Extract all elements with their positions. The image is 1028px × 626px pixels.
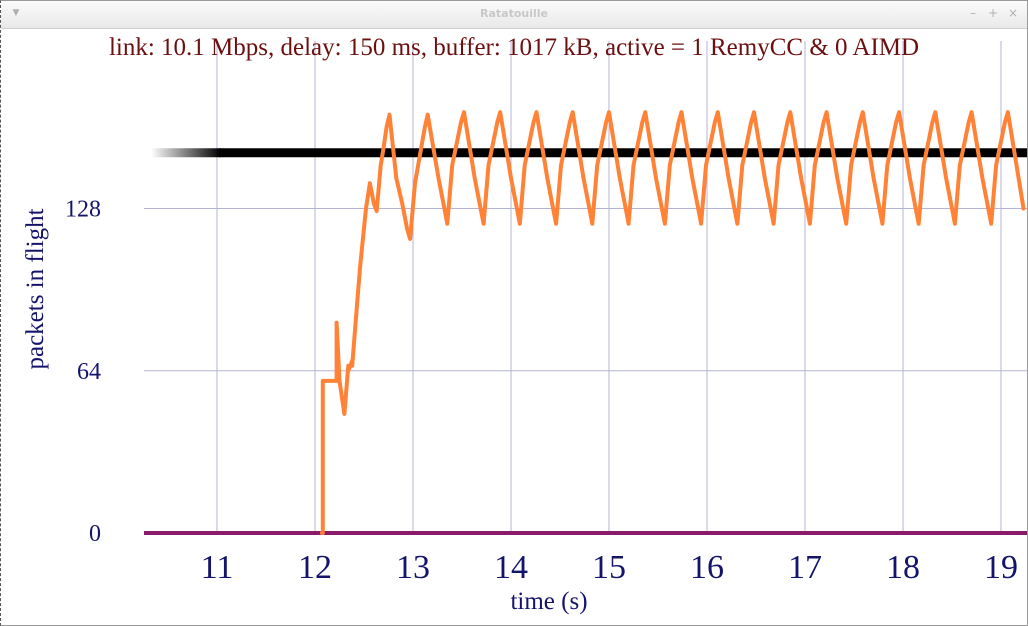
y-axis-label: packets in flight bbox=[22, 208, 49, 369]
series-line-0 bbox=[319, 110, 1026, 535]
title-bar[interactable]: ▼ Ratatouille – + × bbox=[1, 1, 1027, 29]
x-tick-label-16: 16 bbox=[690, 549, 724, 586]
x-tick-label-14: 14 bbox=[494, 549, 528, 586]
maximize-button[interactable]: + bbox=[987, 6, 999, 20]
close-button[interactable]: × bbox=[1007, 6, 1019, 20]
window-title: Ratatouille bbox=[480, 7, 548, 20]
minimize-button[interactable]: – bbox=[970, 6, 976, 20]
x-tick-label-11: 11 bbox=[201, 549, 234, 586]
y-tick-label-128: 128 bbox=[65, 197, 101, 223]
reference-line bbox=[219, 148, 1027, 158]
series-layer bbox=[319, 110, 1026, 535]
grid-layer bbox=[144, 41, 1027, 533]
y-tick-label-64: 64 bbox=[77, 359, 101, 385]
reference-layer bbox=[144, 148, 1027, 535]
chart-title: link: 10.1 Mbps, delay: 150 ms, buffer: … bbox=[109, 34, 919, 61]
reference-line-fade bbox=[151, 148, 221, 158]
x-axis-label: time (s) bbox=[510, 588, 587, 615]
x-tick-label-12: 12 bbox=[298, 549, 332, 586]
x-tick-label-17: 17 bbox=[788, 549, 822, 586]
tick-label-layer: 11 12 13 14 15 16 17 18 19 0 64 128 bbox=[65, 197, 1018, 586]
x-tick-label-19: 19 bbox=[984, 549, 1018, 586]
x-tick-label-18: 18 bbox=[886, 549, 920, 586]
x-tick-label-13: 13 bbox=[396, 549, 430, 586]
y-tick-label-0: 0 bbox=[89, 521, 101, 547]
x-tick-label-15: 15 bbox=[592, 549, 626, 586]
window-menu-button[interactable]: ▼ bbox=[12, 8, 20, 18]
